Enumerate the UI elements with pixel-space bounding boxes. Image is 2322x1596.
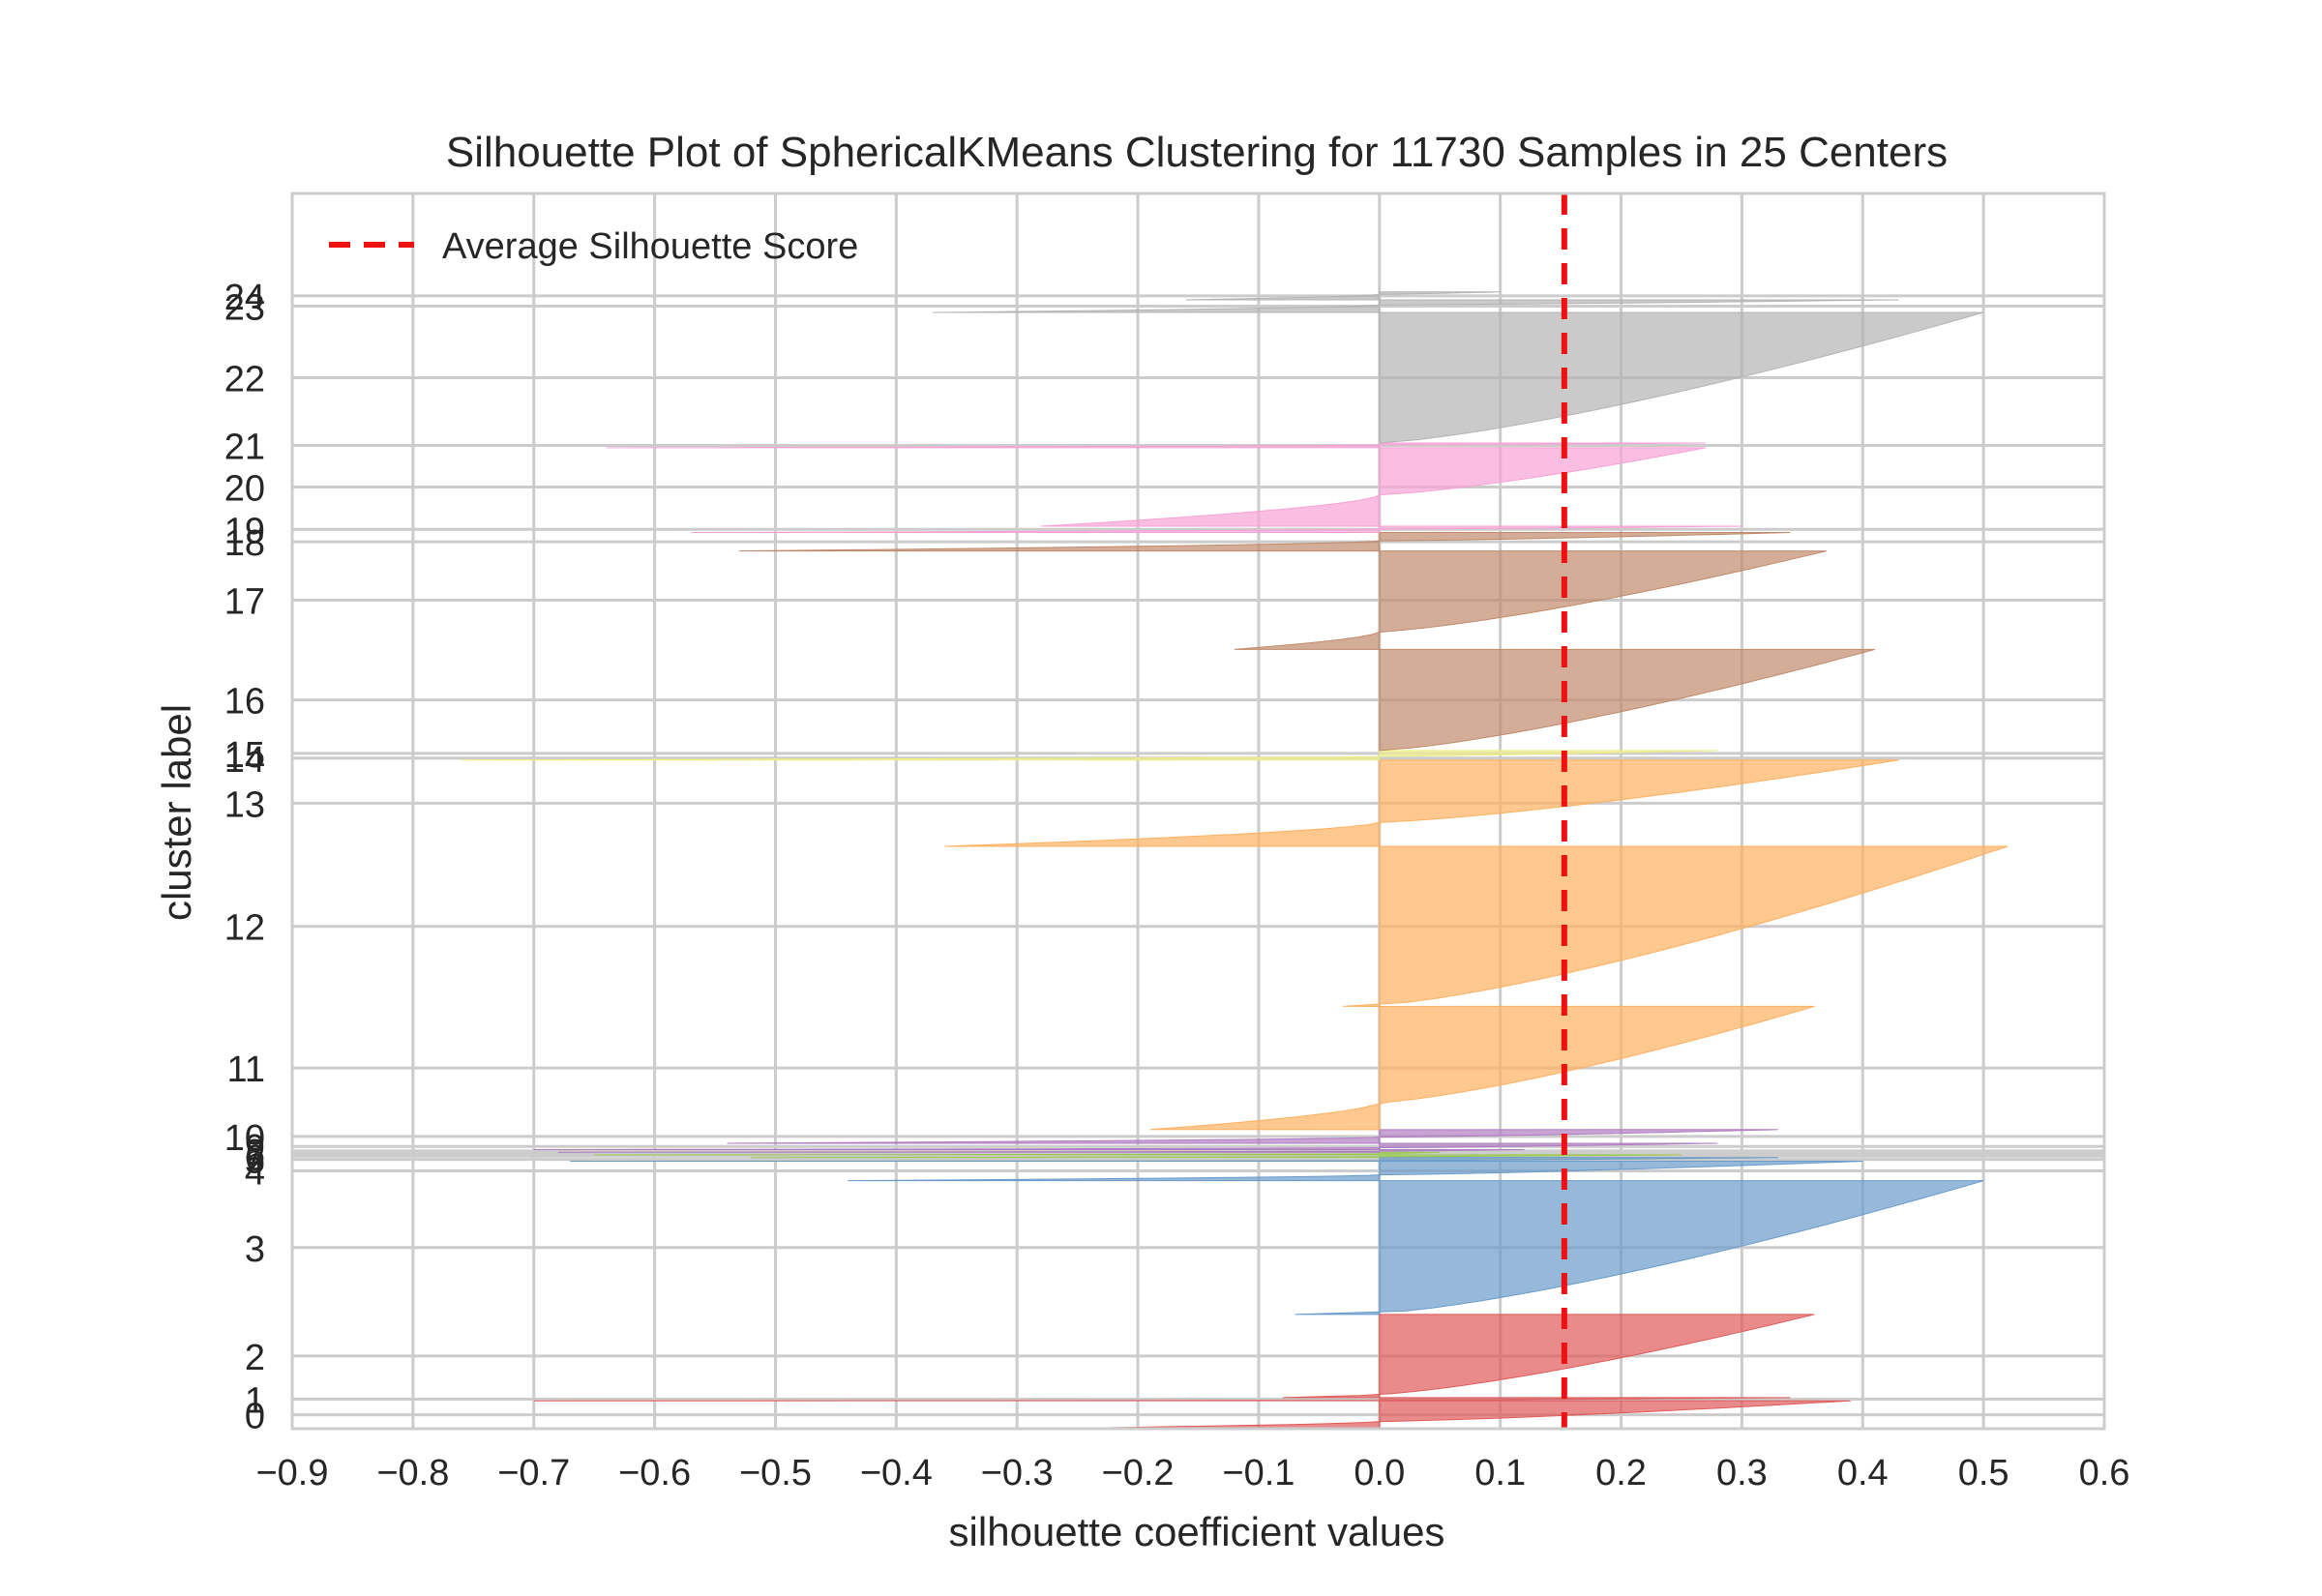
y-tick-label: 3 (245, 1229, 265, 1270)
x-tick-label: 0.2 (1595, 1453, 1647, 1493)
x-tick-label: −0.3 (981, 1453, 1054, 1493)
cluster-3-area (1295, 1180, 1984, 1315)
cluster-4-area (848, 1160, 1863, 1182)
cluster-18-area (738, 532, 1791, 552)
cluster-16-area (1379, 648, 1875, 752)
cluster-15-area (1379, 750, 1718, 757)
y-tick-label: 10 (224, 1118, 265, 1159)
cluster-24-area (1185, 291, 1501, 301)
y-tick-label: 17 (224, 581, 265, 622)
y-tick-label: 14 (224, 740, 265, 781)
y-tick-label: 6 (245, 1138, 265, 1178)
cluster-10-area (727, 1129, 1778, 1144)
cluster-2-area (1282, 1314, 1815, 1399)
y-axis-label: cluster label (154, 704, 199, 921)
y-tick-label: 9 (245, 1128, 265, 1168)
x-tick-labels: −0.9 −0.8 −0.7 −0.6 −0.5 −0.4 −0.3 −0.2 −0.1 0.0 0… (255, 1453, 2129, 1493)
legend-average-label: Average Silhouette Score (442, 226, 858, 267)
y-tick-label: 22 (224, 360, 265, 400)
cluster-11-area (1149, 1005, 1815, 1131)
x-tick-label: 0.0 (1354, 1453, 1405, 1493)
y-tick-label: 15 (224, 735, 265, 776)
x-tick-label: −0.5 (739, 1453, 812, 1493)
x-tick-label: −0.8 (376, 1453, 449, 1493)
y-tick-label: 11 (227, 1049, 265, 1090)
cluster-0-area (1028, 1400, 1851, 1430)
x-tick-label: −0.2 (1102, 1453, 1175, 1493)
cluster-6-area (751, 1154, 1682, 1159)
x-tick-label: 0.4 (1837, 1453, 1889, 1493)
cluster-23-area (932, 299, 1899, 313)
y-tick-label: 19 (224, 511, 265, 551)
cluster-1-area (533, 1397, 1791, 1402)
y-tick-label: 13 (224, 784, 265, 825)
y-tick-label: 4 (245, 1153, 265, 1194)
y-tick-label: 24 (224, 278, 265, 318)
y-tick-label: 18 (224, 523, 265, 564)
y-tick-label: 7 (245, 1136, 265, 1176)
y-tick-label: 16 (224, 682, 265, 723)
cluster-9-area (533, 1142, 1718, 1150)
y-tick-label: 5 (245, 1141, 265, 1182)
x-tick-label: 0.1 (1474, 1453, 1526, 1493)
legend: Average Silhouette Score (329, 226, 858, 267)
cluster-21-area (606, 442, 1706, 449)
cluster-19-area (691, 525, 1742, 534)
grid-lines (290, 193, 2106, 1429)
x-tick-label: −0.4 (860, 1453, 933, 1493)
y-tick-label: 0 (245, 1397, 265, 1437)
x-tick-label: −0.6 (618, 1453, 691, 1493)
x-tick-label: 0.3 (1716, 1453, 1768, 1493)
silhouette-areas (461, 291, 2009, 1430)
y-tick-label: 21 (224, 427, 265, 467)
cluster-14-area (461, 755, 1381, 761)
x-tick-label: 0.5 (1958, 1453, 2009, 1493)
cluster-20-area (1041, 447, 1706, 527)
cluster-8-area (557, 1149, 1525, 1153)
y-tick-label: 20 (224, 468, 265, 509)
y-tick-label: 23 (224, 287, 265, 328)
x-tick-label: −0.9 (255, 1453, 328, 1493)
cluster-17-area (1234, 550, 1827, 650)
cluster-12-area (1343, 845, 2009, 1007)
cluster-13-area (944, 759, 1899, 847)
plot-frame (290, 192, 2106, 1431)
x-tick-label: −0.7 (497, 1453, 570, 1493)
cluster-22-area (1379, 311, 1984, 444)
cluster-7-area (594, 1151, 1441, 1156)
y-tick-label: 1 (245, 1381, 265, 1422)
cluster-5-area (570, 1157, 1778, 1162)
x-tick-label: 0.6 (2079, 1453, 2130, 1493)
chart-title: Silhouette Plot of SphericalKMeans Clust… (446, 129, 1948, 176)
x-axis-label: silhouette coefficient values (949, 1509, 1445, 1554)
y-tick-label: 12 (224, 908, 265, 949)
x-tick-label: −0.1 (1222, 1453, 1295, 1493)
y-tick-label: 2 (245, 1338, 265, 1378)
y-tick-label: 8 (245, 1133, 265, 1173)
